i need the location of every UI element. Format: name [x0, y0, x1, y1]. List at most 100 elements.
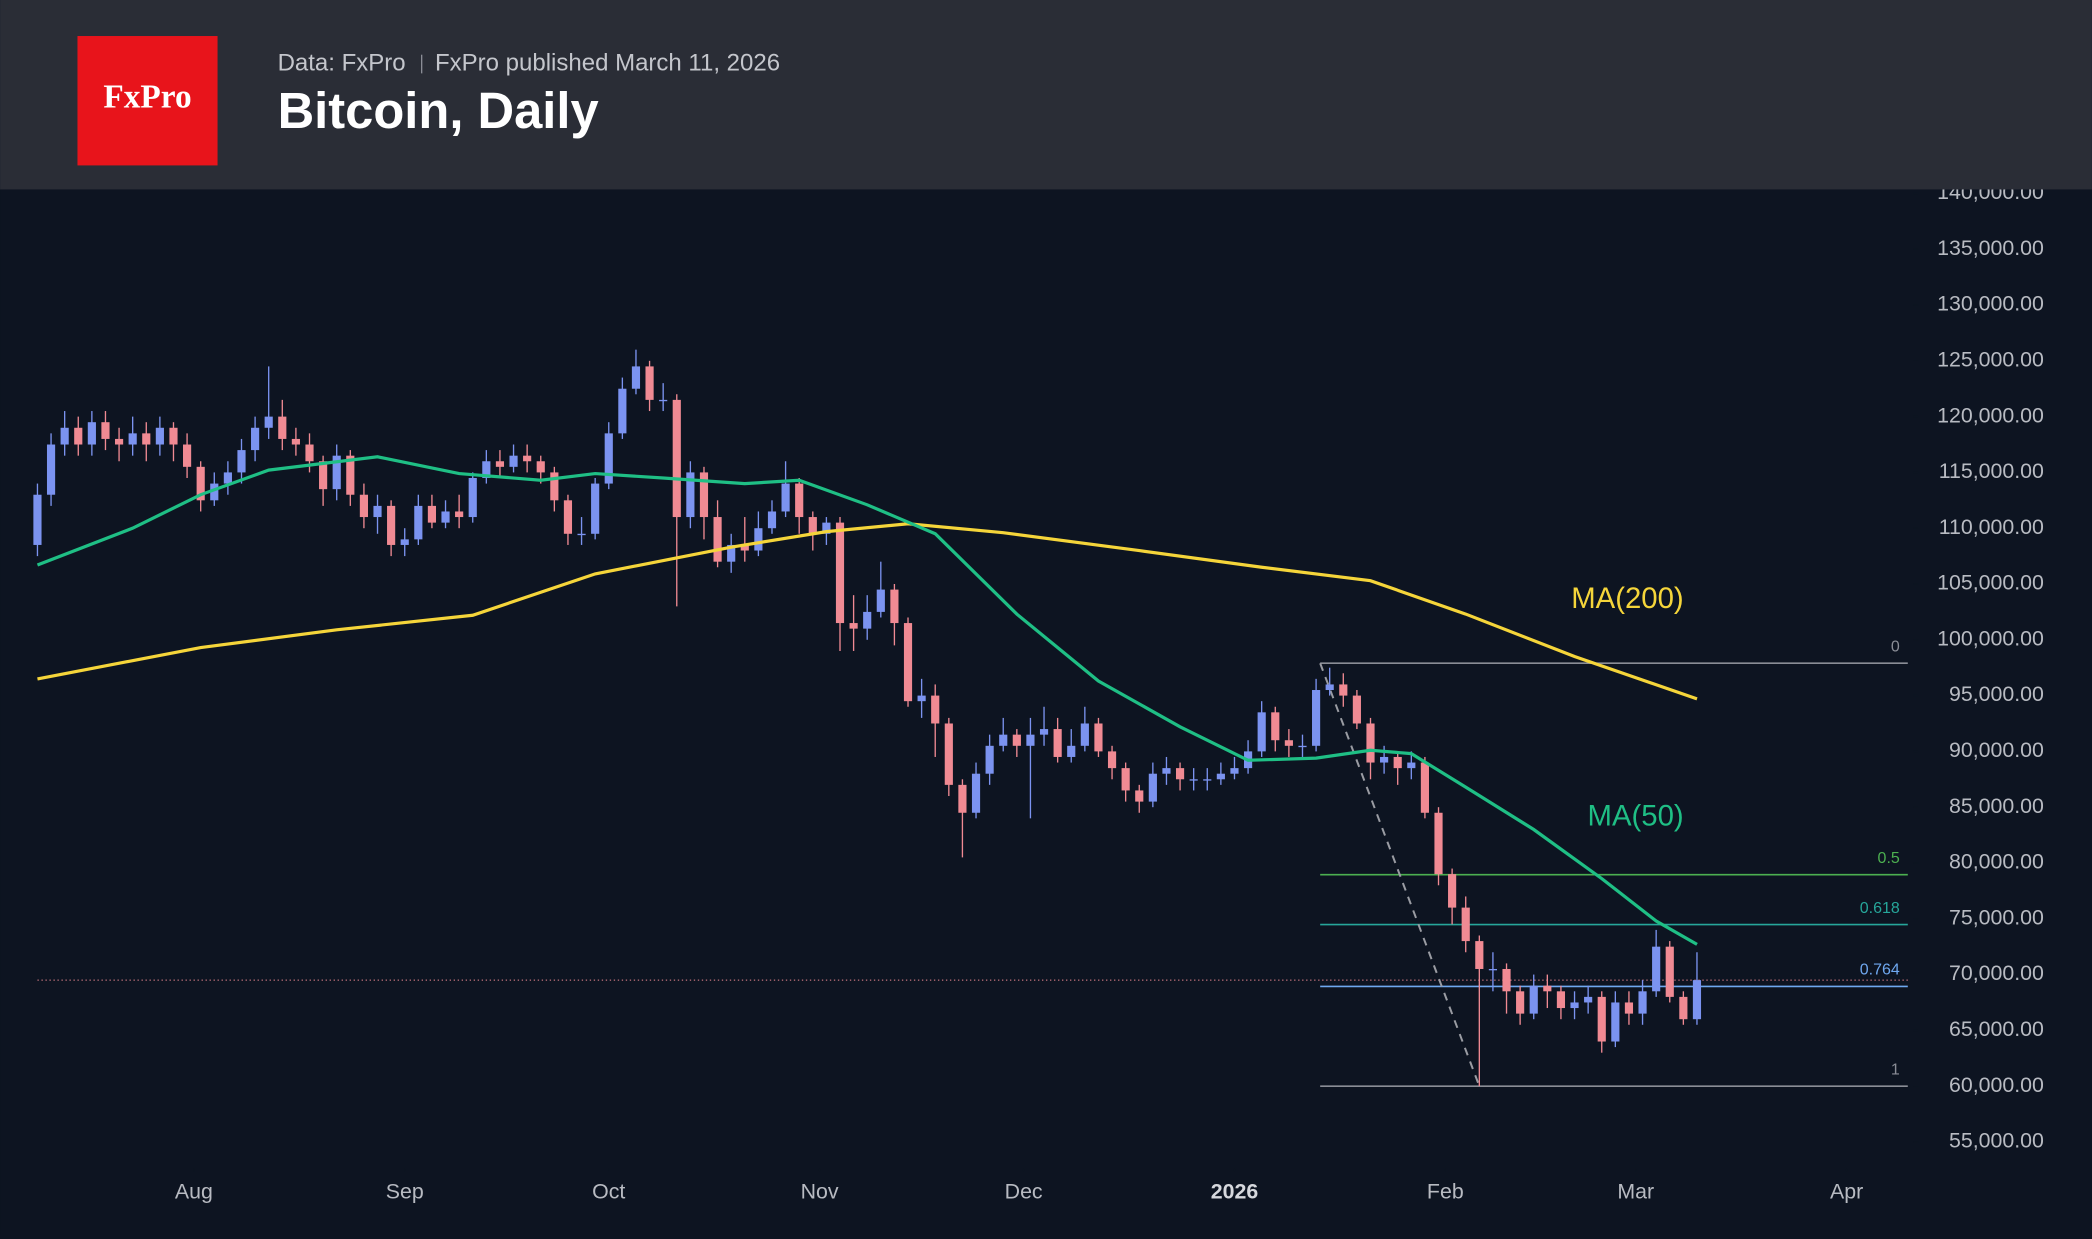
candle-body	[631, 366, 641, 389]
candle-body	[727, 544, 736, 562]
candle-body	[223, 472, 232, 484]
candle-body	[1175, 768, 1185, 780]
fib-label: 0.764	[1860, 962, 1900, 979]
ma-line	[36, 455, 1698, 946]
candle-body	[1624, 1002, 1634, 1014]
candle-body	[1162, 768, 1171, 774]
candle-body	[196, 466, 205, 501]
y-tick-label: 60,000.00	[1949, 1073, 2044, 1097]
y-tick-label: 100,000.00	[1937, 626, 2044, 650]
candle-body	[931, 695, 940, 724]
candle-body	[33, 494, 42, 545]
candle-body	[550, 472, 559, 501]
x-tick-label: Oct	[592, 1179, 625, 1203]
candle-body	[60, 427, 69, 445]
candle-body	[1312, 690, 1321, 746]
candle-body	[427, 505, 437, 523]
candle-body	[319, 461, 328, 490]
y-tick-label: 120,000.00	[1937, 403, 2044, 427]
candle-body	[332, 455, 341, 490]
candle-body	[278, 416, 287, 439]
y-tick-label: 135,000.00	[1937, 236, 2044, 260]
candle-body	[400, 539, 409, 545]
candle-body	[1638, 991, 1647, 1014]
fib-label: 0	[1891, 638, 1900, 655]
candle-body	[1448, 874, 1457, 908]
candle-body	[672, 399, 681, 518]
candle-body	[1556, 991, 1566, 1009]
x-tick-label: Dec	[1005, 1179, 1043, 1203]
candle-body	[1516, 991, 1525, 1014]
candle-body	[944, 723, 953, 785]
x-tick-label: Aug	[175, 1179, 213, 1203]
ma-label: MA(200)	[1571, 582, 1683, 615]
candle-body	[1366, 723, 1375, 763]
candle-body	[1570, 1002, 1579, 1009]
candle-body	[1067, 745, 1076, 757]
fib-label: 0.5	[1878, 850, 1900, 867]
y-tick-label: 110,000.00	[1939, 515, 2044, 539]
candle-body	[74, 427, 83, 445]
candle-body	[1257, 712, 1266, 752]
candle-body	[740, 544, 749, 551]
candle-body	[822, 522, 831, 534]
candle-body	[1203, 779, 1212, 781]
candle-body	[754, 528, 763, 551]
candle-body	[1121, 768, 1130, 791]
source: Data: FxPro	[278, 49, 406, 76]
candle-body	[863, 611, 872, 629]
candle-body	[1652, 946, 1661, 992]
candle-body	[264, 416, 273, 428]
candle-body	[767, 511, 777, 529]
y-tick-label: 65,000.00	[1949, 1017, 2044, 1041]
candle-body	[1080, 723, 1089, 746]
candle-body	[1339, 684, 1348, 696]
x-tick-label: Apr	[1830, 1179, 1863, 1203]
candle-body	[1284, 740, 1293, 746]
y-tick-label: 55,000.00	[1949, 1129, 2044, 1153]
candle-body	[468, 477, 477, 518]
candle-body	[1271, 712, 1280, 741]
candle-body	[876, 589, 885, 612]
fib-label: 1	[1891, 1061, 1900, 1078]
candle-body	[114, 438, 124, 445]
candle-body	[1216, 773, 1225, 780]
y-tick-label: 80,000.00	[1949, 850, 2044, 874]
y-tick-label: 85,000.00	[1949, 794, 2044, 818]
candle-body	[509, 455, 518, 467]
candle-body	[985, 745, 994, 774]
candle-body	[1298, 745, 1307, 748]
fib-trend	[1319, 662, 1481, 1087]
candle-body	[903, 623, 913, 702]
candle-body	[441, 511, 450, 523]
logo-text: FxPro	[103, 79, 191, 116]
y-tick-label: 105,000.00	[1937, 571, 2044, 595]
candle-body	[1012, 734, 1021, 746]
candle-body	[1502, 968, 1511, 992]
candle-body	[1053, 729, 1062, 757]
candle-body	[373, 505, 382, 518]
candle-body	[251, 427, 260, 451]
candle-body	[1407, 762, 1416, 769]
candle-body	[686, 472, 695, 518]
candle-body	[455, 511, 464, 518]
candle-body	[1597, 996, 1606, 1042]
candle-body	[659, 399, 668, 402]
published: FxPro published March 11, 2026	[435, 49, 780, 76]
candle-body	[1679, 996, 1688, 1020]
candle-body	[1094, 723, 1103, 752]
logo-box	[77, 36, 218, 166]
candle-body	[1665, 946, 1674, 997]
candle-body	[46, 444, 56, 495]
candle-body	[795, 483, 804, 518]
x-tick-label: Nov	[801, 1179, 839, 1203]
candle-body	[1189, 779, 1198, 781]
candle-body	[1692, 980, 1702, 1020]
candle-body	[1148, 773, 1157, 802]
candle-body	[1434, 812, 1443, 875]
candle-body	[1611, 1002, 1620, 1042]
candle-body	[958, 784, 967, 813]
candle-body	[101, 422, 110, 439]
